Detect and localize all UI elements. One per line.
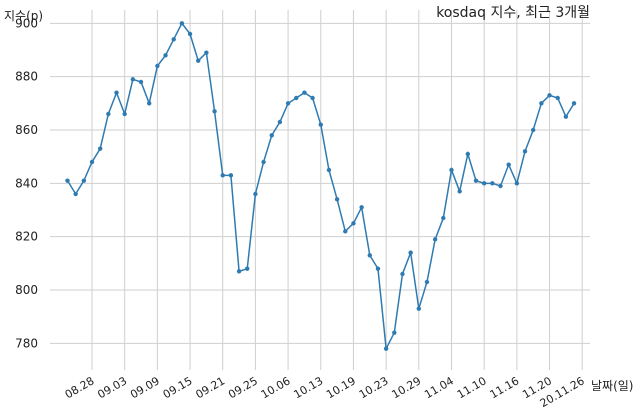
- data-point: [89, 159, 95, 165]
- data-point: [383, 346, 389, 351]
- data-point: [326, 167, 332, 173]
- data-point: [416, 306, 422, 311]
- data-point: [253, 191, 258, 197]
- data-point: [555, 95, 560, 101]
- data-point: [212, 109, 217, 114]
- data-point: [457, 189, 462, 194]
- data-point: [196, 58, 201, 63]
- data-point: [171, 37, 176, 42]
- data-point: [571, 101, 577, 106]
- data-point: [498, 183, 503, 189]
- data-point: [473, 178, 479, 183]
- data-point: [506, 162, 511, 167]
- data-point: [228, 173, 234, 178]
- data-point: [277, 119, 283, 125]
- data-point: [236, 269, 242, 274]
- data-point: [318, 122, 323, 127]
- data-point: [294, 95, 299, 101]
- data-point: [449, 167, 454, 173]
- data-point: [392, 330, 397, 335]
- data-point: [147, 101, 152, 106]
- data-point: [81, 178, 87, 183]
- data-point: [539, 101, 544, 106]
- data-point: [155, 63, 160, 69]
- x-axis-label: 날짜(일): [591, 379, 633, 393]
- x-tick-label: 11.04: [422, 374, 456, 401]
- x-tick-label: 09.21: [193, 374, 227, 401]
- y-tick-label: 860: [15, 123, 38, 137]
- chart-title: kosdaq 지수, 최근 3개월: [436, 5, 590, 21]
- data-point: [285, 101, 291, 106]
- y-tick-label: 900: [15, 16, 38, 30]
- data-point: [514, 181, 520, 186]
- data-point: [359, 205, 364, 210]
- data-point: [187, 31, 193, 37]
- data-point: [73, 191, 78, 197]
- data-point: [563, 114, 569, 119]
- data-point: [334, 197, 340, 202]
- y-tick-label: 780: [15, 336, 38, 350]
- data-point: [481, 181, 487, 186]
- data-point: [302, 90, 307, 95]
- data-point: [245, 266, 250, 271]
- data-point: [490, 181, 495, 186]
- data-point: [400, 271, 405, 277]
- data-point: [122, 111, 127, 117]
- y-tick-labels: 780 800 820 840 860 880 900: [15, 16, 38, 350]
- data-point: [204, 50, 209, 55]
- data-point: [106, 111, 111, 117]
- x-tick-label: 10.29: [390, 374, 424, 401]
- data-point: [547, 93, 552, 98]
- y-tick-label: 880: [15, 70, 38, 84]
- x-tick-label: 09.09: [128, 374, 162, 401]
- data-point: [343, 229, 348, 234]
- x-tick-labels: 08.2809.0309.0909.1509.2109.2510.0610.13…: [63, 374, 587, 410]
- data-point: [408, 250, 413, 255]
- data-point: [269, 133, 274, 138]
- y-tick-label: 820: [15, 230, 38, 244]
- y-tick-label: 800: [15, 283, 38, 297]
- grid-lines: [50, 10, 590, 370]
- y-axis-label: 지수(p): [4, 9, 43, 23]
- data-point: [441, 215, 446, 221]
- data-point: [179, 21, 185, 26]
- data-point: [114, 90, 119, 95]
- data-point: [65, 178, 70, 183]
- data-points: [65, 21, 577, 351]
- data-point: [530, 127, 536, 133]
- x-tick-label: 09.03: [95, 374, 129, 401]
- data-point: [310, 95, 315, 101]
- x-tick-label: 10.13: [291, 374, 325, 401]
- data-point: [522, 149, 528, 154]
- data-point: [97, 146, 103, 151]
- data-point: [367, 253, 372, 258]
- x-tick-label: 11.10: [455, 374, 489, 401]
- x-tick-label: 10.23: [357, 374, 391, 401]
- x-tick-label: 10.06: [259, 374, 293, 401]
- data-point: [220, 173, 225, 178]
- data-point: [465, 151, 471, 157]
- data-point: [163, 53, 168, 58]
- x-tick-label: 09.25: [226, 374, 260, 401]
- x-tick-label: 10.19: [324, 374, 358, 401]
- data-point: [432, 237, 438, 242]
- x-tick-label: 09.15: [161, 374, 195, 401]
- data-point: [424, 279, 430, 285]
- x-tick-label: 08.28: [63, 374, 97, 401]
- data-point: [351, 221, 356, 226]
- data-point: [261, 159, 266, 165]
- data-point: [375, 266, 381, 271]
- y-tick-label: 840: [15, 176, 38, 190]
- data-point: [130, 77, 136, 82]
- x-tick-label: 11.16: [488, 374, 522, 401]
- data-point: [138, 79, 144, 85]
